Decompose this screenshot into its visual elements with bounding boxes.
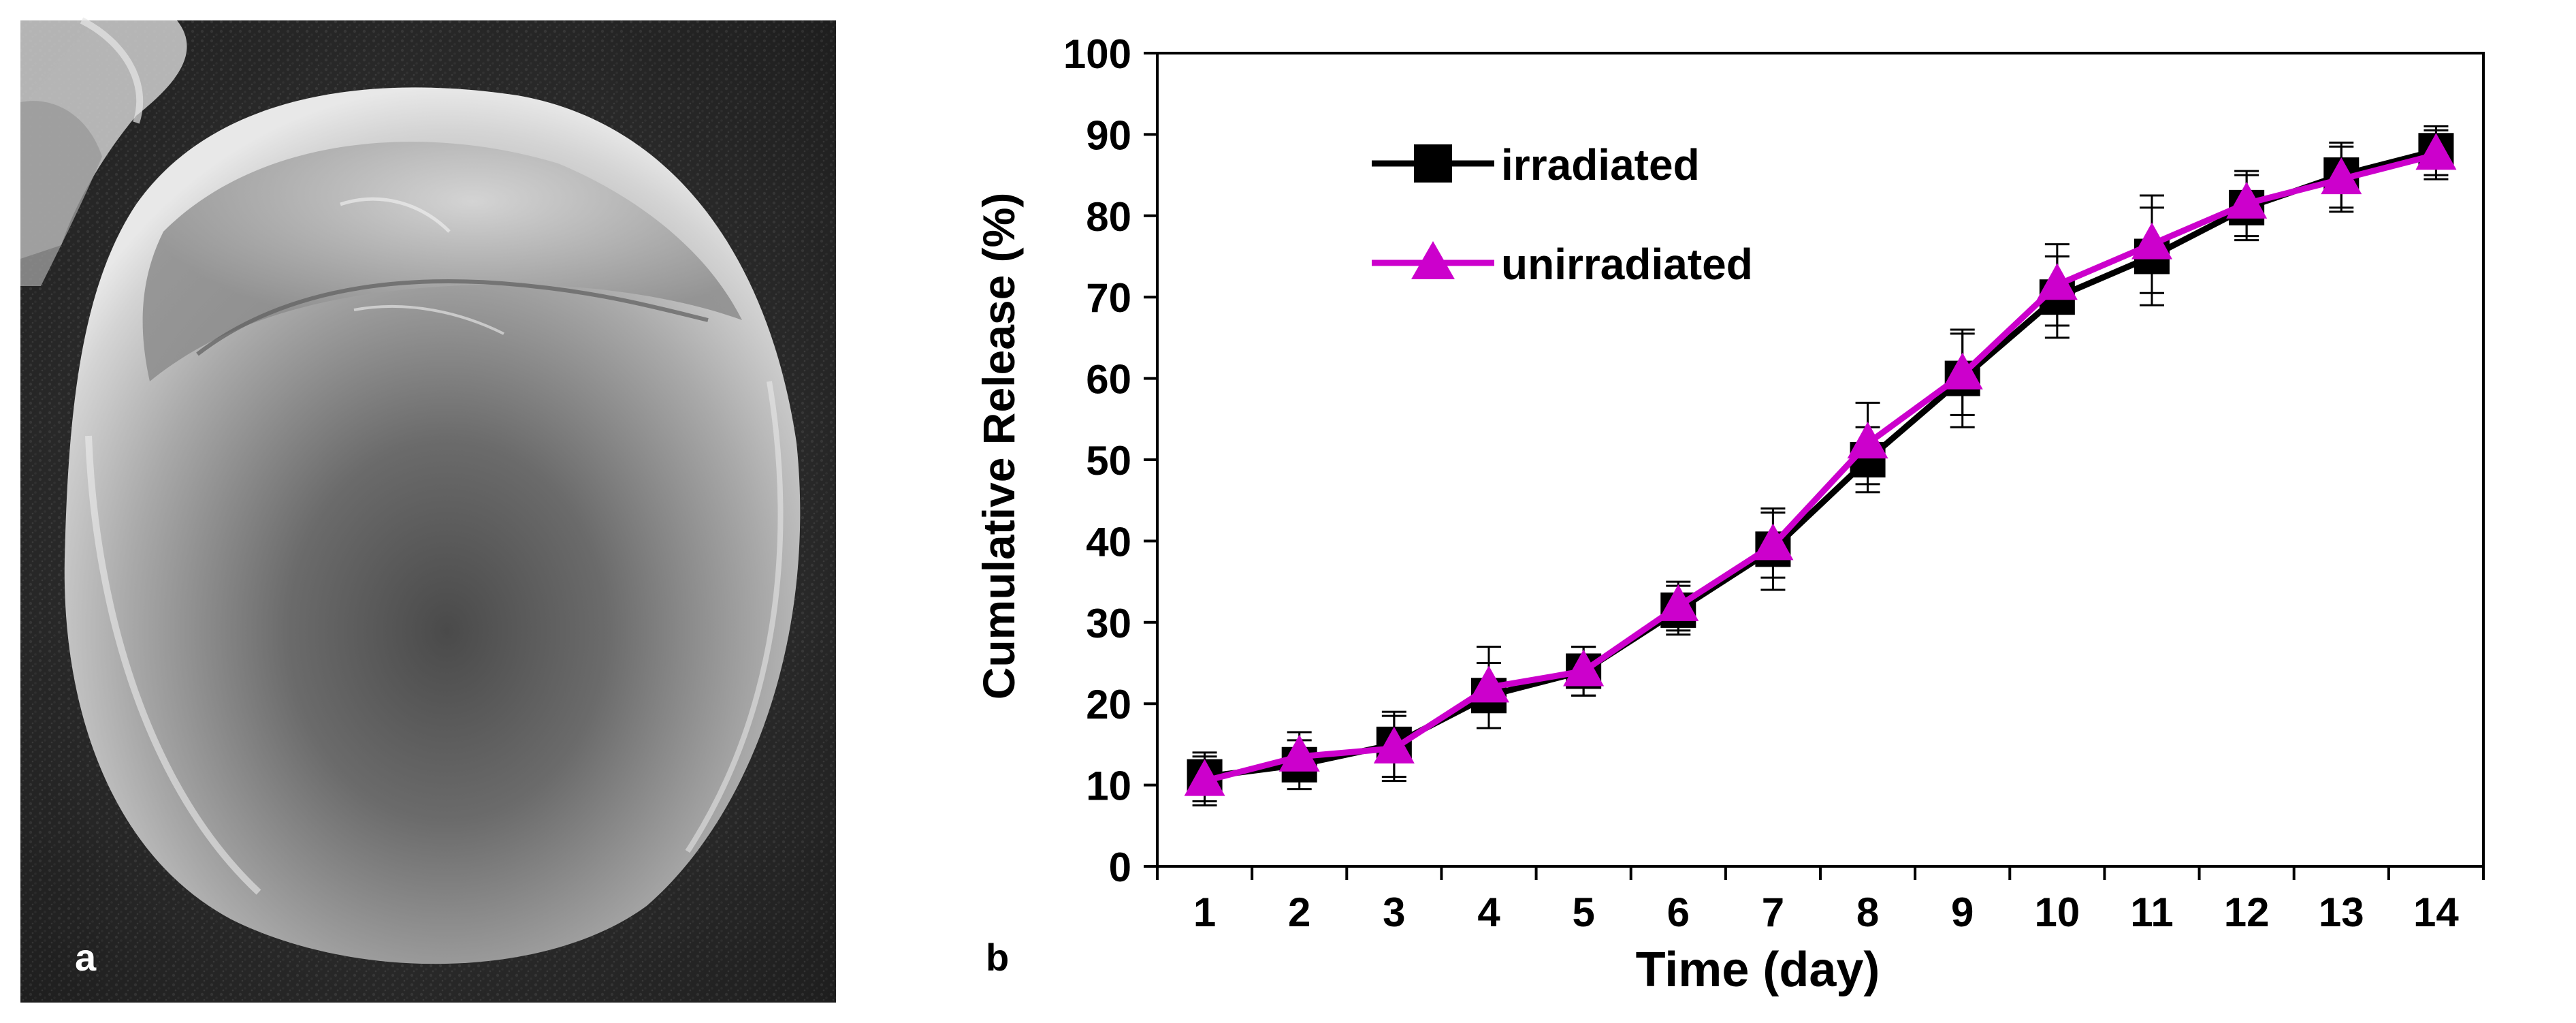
data-point-triangle <box>1184 759 1225 796</box>
y-axis-title: Cumulative Release (%) <box>973 193 1024 700</box>
x-tick-label: 10 <box>2034 890 2080 935</box>
data-point-triangle <box>1278 734 1320 772</box>
data-point-triangle <box>1658 584 1699 621</box>
data-point-triangle <box>2131 222 2172 259</box>
x-tick-label: 7 <box>1762 890 1784 935</box>
data-point-triangle <box>1563 649 1605 687</box>
y-tick-label: 50 <box>1086 438 1131 484</box>
y-tick-label: 60 <box>1086 357 1131 403</box>
x-tick-label: 13 <box>2319 890 2364 935</box>
x-tick-label: 3 <box>1383 890 1405 935</box>
y-tick-label: 70 <box>1086 275 1131 321</box>
data-point-triangle <box>1847 422 1888 459</box>
series-irradiated <box>1187 125 2454 802</box>
data-point-triangle <box>2036 263 2078 300</box>
x-tick-label: 8 <box>1856 890 1879 935</box>
legend-marker-triangle <box>1411 241 1455 279</box>
y-tick-label: 90 <box>1086 112 1131 158</box>
data-point-triangle <box>2321 157 2362 195</box>
series-unirradiated <box>1184 129 2457 806</box>
y-tick-label: 80 <box>1086 194 1131 240</box>
x-tick-label: 1 <box>1193 890 1216 935</box>
y-tick-label: 100 <box>1063 31 1131 77</box>
x-axis-title: Time (day) <box>1636 943 1880 997</box>
x-tick-label: 5 <box>1572 890 1594 935</box>
x-tick-label: 14 <box>2413 890 2459 935</box>
data-point-triangle <box>2226 181 2268 219</box>
data-point-triangle <box>1942 352 1983 390</box>
plot-frame <box>1156 52 2485 868</box>
series-line <box>1204 151 2437 784</box>
sem-micrograph: a <box>20 17 836 1003</box>
x-tick-label: 11 <box>2130 890 2173 935</box>
data-point-triangle <box>1752 523 1794 561</box>
data-point-triangle <box>1468 665 1509 703</box>
y-tick-label: 20 <box>1086 682 1131 727</box>
x-tick-label: 9 <box>1951 890 1974 935</box>
data-point-triangle <box>1373 726 1415 764</box>
legend-label: unirradiated <box>1501 240 1753 289</box>
data-point-triangle <box>2415 133 2457 170</box>
y-tick-label: 30 <box>1086 601 1131 646</box>
panel-label-a: a <box>75 936 97 979</box>
x-tick-label: 4 <box>1477 890 1500 935</box>
y-tick-label: 0 <box>1109 845 1131 890</box>
y-tick-label: 40 <box>1086 519 1131 565</box>
x-tick-label: 12 <box>2224 890 2270 935</box>
panel-label-b: b <box>986 936 1009 979</box>
legend: irradiated unirradiated <box>1372 140 1753 289</box>
legend-marker-square <box>1414 144 1452 183</box>
x-tick-label: 2 <box>1288 890 1310 935</box>
legend-label: irradiated <box>1501 140 1700 189</box>
x-tick-label: 6 <box>1667 890 1690 935</box>
series-line <box>1204 147 2437 781</box>
y-tick-label: 10 <box>1086 764 1131 809</box>
